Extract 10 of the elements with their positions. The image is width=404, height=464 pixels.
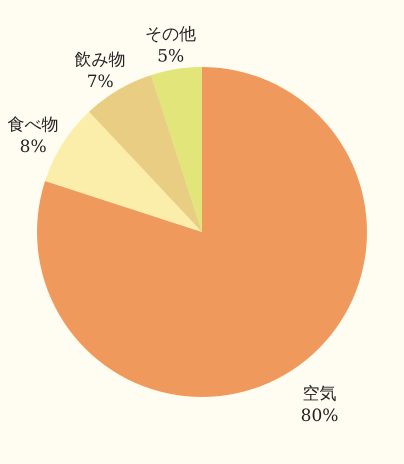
data-label: 8% xyxy=(20,136,47,157)
slice-label: 食べ物 xyxy=(8,114,59,135)
data-label: 80% xyxy=(300,406,338,426)
pie-slice xyxy=(151,67,202,232)
slice-label: 空気 xyxy=(302,384,337,404)
data-label: 5% xyxy=(157,46,184,66)
pie-slice xyxy=(89,75,202,232)
slice-label: その他 xyxy=(145,24,196,44)
data-label: 7% xyxy=(86,72,114,92)
slice-label: 飲み物 xyxy=(74,50,126,70)
